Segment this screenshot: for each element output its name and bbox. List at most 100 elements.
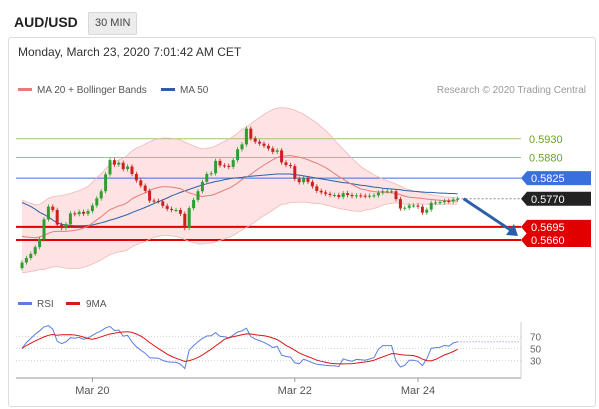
candle-body	[381, 191, 385, 193]
candle-body	[73, 213, 77, 215]
candle-body	[385, 191, 389, 193]
candle-body	[341, 193, 345, 197]
rsi-tick-label: 70	[530, 332, 542, 343]
candle-body	[143, 185, 147, 191]
candle-body	[297, 178, 301, 183]
bb-lower-line	[21, 201, 458, 273]
candle-body	[20, 262, 24, 269]
candle-body	[148, 190, 152, 201]
candle-body	[231, 160, 235, 167]
candle-body	[55, 210, 59, 225]
ma20-legend-swatch	[18, 88, 32, 91]
level-tag-0.5770	[521, 191, 591, 206]
candle-body	[42, 219, 46, 240]
candle-body	[249, 128, 253, 139]
candle-body	[209, 173, 213, 175]
bollinger-fill	[22, 107, 458, 273]
candle-body	[222, 165, 226, 167]
forecast-arrow-shaft	[462, 197, 513, 233]
level-tag-0.5825	[521, 171, 591, 186]
rsi-legend-label: RSI	[37, 299, 54, 310]
candle-body	[429, 202, 433, 210]
candle-body	[306, 178, 310, 182]
candle-body	[196, 191, 200, 200]
candle-body	[104, 174, 108, 192]
candle-body	[170, 208, 174, 210]
candle-body	[236, 149, 240, 161]
candle-body	[324, 192, 328, 194]
candle-body	[319, 190, 323, 193]
candle-body	[156, 201, 160, 202]
candle-body	[174, 210, 178, 211]
candle-body	[266, 145, 270, 149]
candle-body	[328, 193, 332, 195]
ma20-legend-label: MA 20 + Bollinger Bands	[37, 85, 147, 96]
rsi-ma-line	[21, 331, 458, 365]
x-tick-label: Mar 20	[75, 385, 109, 397]
candle-body	[403, 207, 407, 209]
candle-body	[90, 205, 94, 212]
level-label-0.5695: 0.5695	[531, 222, 565, 234]
level-label-0.5660: 0.5660	[531, 235, 565, 247]
timestamp: Monday, March 23, 2020 7:01:42 AM CET	[18, 45, 242, 59]
candle-body	[108, 160, 112, 175]
candle-body	[134, 174, 138, 181]
candle-body	[350, 195, 354, 197]
candle-body	[302, 178, 306, 183]
candle-body	[284, 162, 288, 165]
candle-body	[412, 205, 416, 207]
timeframe-button[interactable]: 30 MIN	[88, 12, 138, 35]
candle-body	[416, 205, 420, 207]
candle-body	[227, 165, 231, 167]
candle-body	[214, 160, 218, 174]
candle-body	[280, 150, 284, 163]
ma50-legend-swatch	[161, 88, 175, 91]
level-tag-0.5695	[521, 219, 591, 234]
candle-body	[275, 150, 279, 152]
level-label-0.5770: 0.5770	[531, 194, 565, 206]
candle-body	[262, 143, 266, 146]
candle-body	[60, 224, 64, 228]
candle-body	[117, 162, 121, 165]
ma50-line	[21, 173, 458, 227]
bollinger-band	[22, 107, 458, 273]
rsi-ma-legend-label: 9MA	[86, 299, 107, 310]
candle-body	[130, 166, 134, 174]
candle-body	[218, 160, 222, 166]
candle-body	[244, 128, 248, 145]
candle-body	[112, 160, 116, 165]
candle-body	[178, 210, 182, 214]
ma50-legend-label: MA 50	[180, 85, 209, 96]
candle-body	[68, 213, 72, 225]
candle-body	[95, 198, 99, 206]
candle-body	[200, 181, 204, 192]
candle-body	[451, 199, 455, 202]
x-tick-label: Mar 24	[401, 385, 435, 397]
level-label-0.5880: 0.5880	[529, 153, 563, 165]
candle-body	[64, 224, 68, 228]
rsi-legend: RSI 9MA	[18, 299, 107, 310]
candle-body	[354, 195, 358, 197]
candle-body	[425, 209, 429, 213]
candle-body	[77, 211, 81, 215]
ma-lines	[21, 107, 458, 273]
forecast-arrow-head	[506, 224, 518, 236]
candle-body	[192, 199, 196, 209]
candle-body	[456, 198, 460, 200]
candle-body	[82, 211, 86, 214]
candle-body	[253, 138, 257, 142]
candle-body	[205, 174, 209, 182]
forecast-arrow	[462, 197, 518, 236]
candle-body	[346, 193, 350, 195]
candle-body	[442, 201, 446, 203]
candle-body	[288, 165, 292, 167]
rsi-legend-swatch	[18, 302, 32, 305]
level-label-0.5825: 0.5825	[531, 173, 565, 185]
rsi-line	[21, 325, 458, 370]
candle-body	[407, 205, 411, 208]
candle-body	[368, 195, 372, 197]
candle-body	[310, 181, 314, 187]
top-bar: AUD/USD 30 MIN	[0, 0, 599, 44]
